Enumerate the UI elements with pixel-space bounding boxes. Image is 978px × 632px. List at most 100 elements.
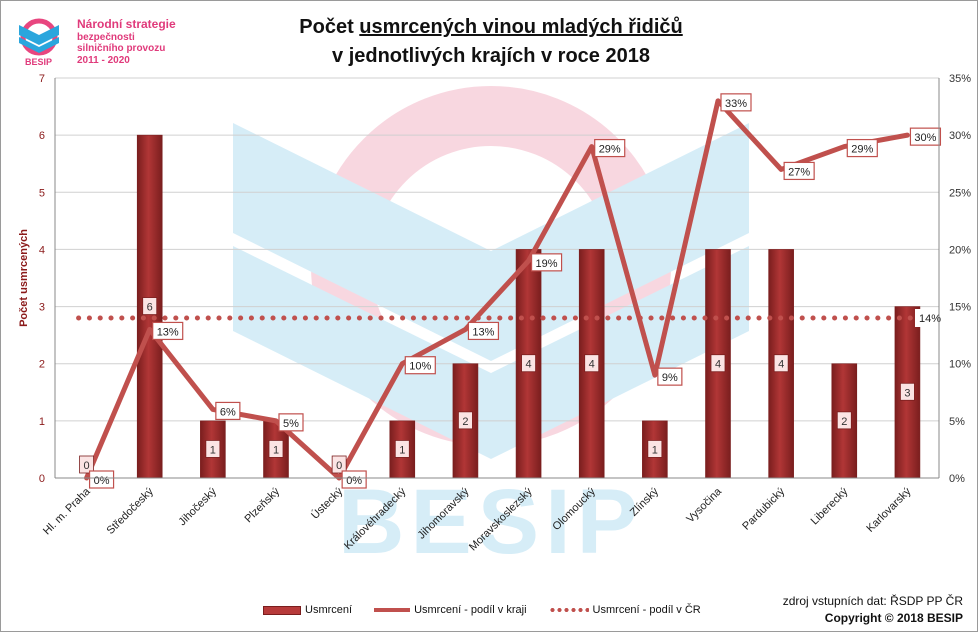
y-tick-label-left: 4	[39, 244, 45, 256]
x-tick-label: Plzeňský	[243, 485, 283, 525]
line-label-text: 10%	[409, 361, 431, 373]
bar-value-label: 4	[710, 354, 726, 373]
x-tick-label: Středočeský	[105, 485, 157, 537]
bar-label-text: 2	[841, 416, 847, 428]
y-tick-label-right: 30%	[949, 130, 971, 142]
bar-label-box	[836, 411, 852, 430]
y-tick-label-right: 10%	[949, 359, 971, 371]
logo-line-2: bezpečnosti	[77, 31, 135, 43]
line-value-label: 27%	[783, 161, 815, 181]
logo-brand: BESIP	[25, 57, 53, 67]
y-tick-label-right: 35%	[949, 73, 971, 85]
y-tick-label-left: 7	[39, 73, 45, 85]
legend-label-bars: Usmrcení	[305, 604, 353, 616]
line-label-box	[594, 138, 626, 158]
watermark-wing	[233, 123, 749, 361]
bar-label-box	[900, 382, 915, 401]
line-label-text: 0%	[94, 475, 110, 487]
bar-value-label: 1	[647, 440, 663, 458]
bar-label-box	[584, 354, 600, 373]
bar-label-text: 2	[462, 416, 468, 428]
watermark: BESIP	[233, 86, 749, 573]
line-label-text: 13%	[157, 326, 179, 338]
line-value-label: 19%	[530, 253, 563, 272]
line-label-box	[909, 127, 942, 146]
bar-label-text: 1	[652, 444, 658, 456]
bar-label-text: 0	[84, 460, 90, 472]
bar-value-label: 3	[900, 382, 915, 401]
bar-label-box	[521, 354, 536, 373]
bar-label-text: 6	[147, 302, 153, 314]
line-value-label: 13%	[152, 321, 184, 341]
line-value-label: 29%	[594, 138, 626, 158]
line-label-box	[88, 470, 115, 489]
line-label-box	[720, 93, 752, 112]
line-label-box	[530, 253, 563, 272]
x-tick-label: Karlovarský	[864, 485, 913, 534]
line-value-label: 10%	[404, 356, 436, 375]
y-tick-label-left: 2	[39, 359, 45, 371]
y-tick-label-left: 5	[39, 187, 45, 199]
line-value-label: 0%	[88, 470, 115, 489]
legend-label-dotted: Usmrcení - podíl v ČR	[592, 604, 701, 616]
bar-label-text: 1	[399, 444, 405, 456]
copyright-text: Copyright © 2018 BESIP	[824, 611, 963, 625]
y-tick-label-left: 0	[39, 473, 45, 485]
watermark-wing-lower	[233, 246, 749, 459]
bar-label-box	[205, 440, 221, 458]
bar-label-text: 3	[904, 387, 910, 399]
line-label-box	[341, 470, 367, 489]
bar-value-label: 4	[584, 354, 600, 373]
y-tick-label-left: 6	[39, 130, 45, 142]
bar-value-label: 1	[268, 440, 284, 458]
chart-title: Počet usmrcených vinou mladých řidičů v …	[201, 13, 781, 71]
line-label-text: 0%	[346, 475, 362, 487]
title-underlined: usmrcených vinou mladých řidičů	[359, 16, 683, 38]
line-value-label: 5%	[278, 413, 304, 432]
legend-item-line: Usmrcení - podíl v kraji	[374, 604, 527, 616]
legend-swatch-bar	[263, 605, 301, 615]
bar-label-text: 4	[526, 359, 532, 371]
line-value-label: 33%	[720, 93, 752, 112]
logo-line-3: silničního provozu	[77, 43, 166, 55]
bar-label-box	[647, 440, 663, 458]
line-value-label: 6%	[215, 401, 241, 421]
bar-value-label: 1	[205, 440, 221, 458]
bar-value-label: 6	[142, 297, 158, 315]
line-label-text: 6%	[220, 406, 236, 418]
line-label-text: 5%	[283, 418, 299, 430]
bar-value-label: 2	[836, 411, 852, 430]
line-labels: 14% 0% 13% 6% 5% 0% 10% 13% 19% 29% 9% 33% 27% 29% 30%	[88, 93, 945, 489]
logo-emblem-icon	[19, 18, 59, 56]
y-tick-label-right: 5%	[949, 416, 965, 428]
y-tick-label-left: 1	[39, 416, 45, 428]
legend: Usmrcení Usmrcení - podíl v kraji Usmrce…	[263, 604, 723, 616]
chart-title-line-1: Počet usmrcených vinou mladých řidičů	[201, 13, 781, 42]
bar-label-box	[142, 297, 158, 315]
bar-label-box	[331, 455, 347, 474]
bar-value-label: 4	[521, 354, 536, 373]
line-label-text: 27%	[788, 166, 810, 178]
bar-value-label: 4	[773, 354, 789, 373]
bar-label-box	[79, 455, 94, 474]
line-label-text: 30%	[914, 132, 936, 144]
legend-swatch-dots	[548, 608, 589, 612]
x-tick-label: Hl. m. Praha	[41, 485, 93, 537]
bar-label-box	[268, 440, 284, 458]
line-label-box	[846, 138, 878, 158]
logo-text: Národní strategie bezpečnosti silničního…	[77, 17, 176, 66]
line-label-box	[278, 413, 304, 432]
bar-label-text: 4	[778, 359, 784, 371]
legend-item-bars: Usmrcení	[263, 604, 352, 616]
line-label-box	[783, 161, 815, 181]
y-tick-label-right: 0%	[949, 473, 965, 485]
line-label-text: 29%	[599, 144, 621, 156]
besip-logo	[15, 15, 185, 75]
bar-label-box	[458, 411, 473, 430]
line-label-box	[467, 321, 500, 341]
chart-title-line-2: v jednotlivých krajích v roce 2018	[332, 45, 650, 67]
x-tick-label: Jihočeský	[176, 485, 219, 528]
y-axis-title: Počet usmrcených	[18, 229, 30, 327]
